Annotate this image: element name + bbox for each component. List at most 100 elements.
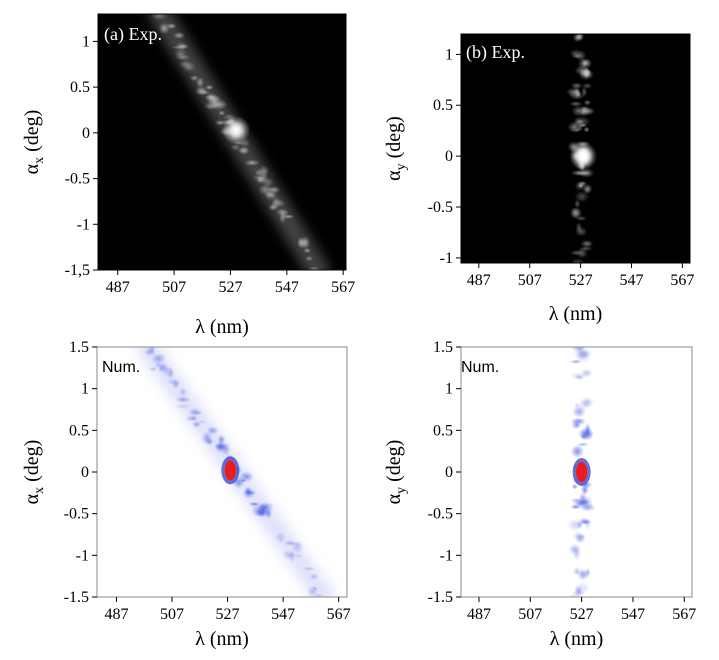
speckle <box>567 121 582 133</box>
speckle <box>213 442 228 450</box>
speckle <box>570 444 585 459</box>
x-tick-label: 567 <box>670 272 694 289</box>
speckle <box>230 143 241 151</box>
speckle <box>248 501 261 507</box>
speckle <box>211 100 220 109</box>
speckle <box>185 415 198 422</box>
y-axis-symbol: α <box>383 493 405 504</box>
y-tick-label: 1.5 <box>69 339 89 356</box>
speckle <box>283 540 297 546</box>
x-tick-label: 507 <box>160 606 184 623</box>
speckle <box>205 437 214 446</box>
plot-area <box>98 14 346 270</box>
y-tick-label: -1.5 <box>428 589 453 606</box>
heatmap-image <box>566 34 598 263</box>
speckle <box>569 92 585 100</box>
speckle <box>244 159 260 166</box>
x-tick-label: 567 <box>327 606 351 623</box>
x-tick-label: 567 <box>331 279 355 296</box>
hotspot <box>576 147 591 165</box>
speckle <box>569 101 583 107</box>
speckle <box>282 550 296 560</box>
y-tick-label: -1,5 <box>65 262 90 279</box>
speckle <box>576 50 587 62</box>
speckle <box>297 236 305 249</box>
speckle <box>574 226 588 237</box>
speckle <box>258 501 274 513</box>
x-axis-label: λ (nm) <box>549 303 603 325</box>
speckle <box>242 487 256 499</box>
y-tick-label: -0.5 <box>428 199 453 216</box>
speckle <box>178 387 188 397</box>
speckle <box>579 245 593 252</box>
x-tick-label: 507 <box>518 606 542 623</box>
panel-1: 487 507 527 547 567 -1,5 -1 -0.5 0 0.5 1 λ (nm) αx (… <box>21 13 355 338</box>
x-tick-label: 527 <box>216 606 240 623</box>
speckle <box>309 573 319 580</box>
y-tick-label: 0.5 <box>69 422 89 439</box>
speckle <box>570 417 587 426</box>
speckle <box>174 49 187 59</box>
y-axis-label: αx (deg) <box>21 110 47 175</box>
y-tick-label: -0.5 <box>65 171 90 188</box>
speckle <box>205 94 216 100</box>
y-tick-label: -1.5 <box>64 589 89 606</box>
y-tick-label: 1 <box>82 33 90 50</box>
y-tick-label: -1 <box>76 547 89 564</box>
speckle <box>570 250 583 256</box>
speckle <box>571 570 582 575</box>
y-axis-symbol: α <box>383 170 405 181</box>
y-tick-label: -1 <box>77 216 90 233</box>
y-axis-unit: (deg) <box>383 440 405 487</box>
speckle <box>214 120 226 126</box>
speckle <box>583 99 592 106</box>
speckle <box>195 86 208 96</box>
speckle <box>580 240 594 248</box>
speckle <box>576 520 583 530</box>
speckle <box>570 82 583 90</box>
heatmap-image <box>567 347 596 597</box>
speckle <box>582 60 589 67</box>
speckle <box>174 403 191 409</box>
speckle <box>305 255 314 262</box>
y-axis-subscript: x <box>32 487 47 494</box>
x-tick-label: 547 <box>619 272 643 289</box>
x-tick-label: 487 <box>467 606 491 623</box>
speckle <box>172 379 180 389</box>
y-tick-label: -1 <box>440 547 453 564</box>
y-tick-label: 0 <box>445 148 453 165</box>
speckle <box>151 14 167 20</box>
speckle <box>574 581 591 595</box>
speckle <box>580 368 593 378</box>
x-tick-label: 547 <box>271 606 295 623</box>
y-tick-label: -0.5 <box>428 506 453 523</box>
speckle <box>574 65 590 76</box>
speckle <box>580 483 589 496</box>
speckle <box>580 519 592 525</box>
y-axis-unit: (deg) <box>21 440 43 487</box>
speckle <box>570 258 585 263</box>
hotspot <box>224 460 236 481</box>
speckle <box>278 212 287 224</box>
speckle <box>195 76 205 88</box>
speckle <box>573 403 586 418</box>
x-tick-label: 527 <box>569 272 593 289</box>
speckle <box>573 87 581 96</box>
panel-3: 487 507 527 547 567 -1.5 -1 -0.5 0 0.5 1 1.5 λ (nm) α… <box>21 339 351 650</box>
speckle <box>571 483 578 490</box>
hotspot <box>576 462 588 482</box>
speckle <box>170 45 186 50</box>
speckle <box>303 247 311 254</box>
speckle <box>581 86 588 98</box>
speckle <box>238 146 250 155</box>
y-tick-label: 0.5 <box>433 97 453 114</box>
speckle <box>570 207 583 219</box>
speckle <box>158 22 170 35</box>
speckle <box>283 214 295 219</box>
speckle <box>189 75 199 82</box>
x-tick-label: 547 <box>275 279 299 296</box>
speckle <box>579 570 591 580</box>
x-tick-label: 527 <box>570 606 594 623</box>
y-tick-label: 0 <box>82 125 90 142</box>
y-axis-subscript: y <box>394 487 409 494</box>
